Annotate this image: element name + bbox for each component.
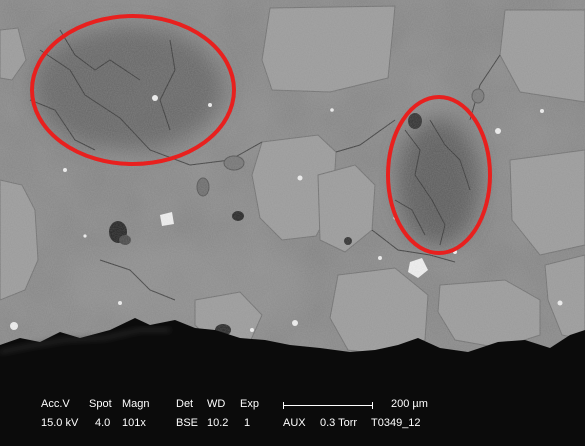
scale-bar-tick-right (372, 402, 373, 409)
annotation-ellipse-right (386, 95, 492, 255)
scale-bar-tick-left (283, 402, 284, 409)
scale-bar (283, 405, 373, 406)
dark-background (0, 318, 585, 446)
annotation-ellipse-left (30, 14, 236, 166)
